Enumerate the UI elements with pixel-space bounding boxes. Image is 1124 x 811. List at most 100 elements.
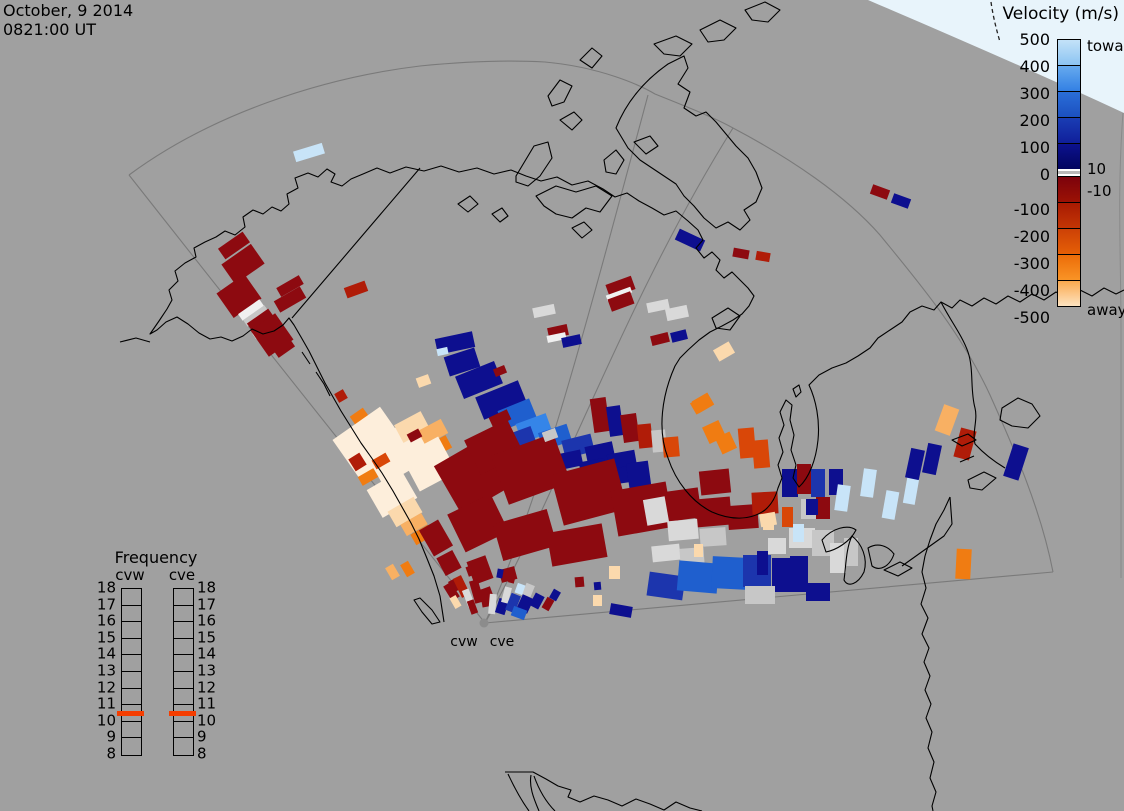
labrador-coast [940, 301, 1006, 469]
velocity-cell [492, 509, 558, 561]
velocity-cell [532, 303, 556, 319]
velocity-cell [272, 338, 296, 358]
velocity-cell [348, 452, 367, 472]
velocity-cell [593, 581, 602, 591]
velocity-cell [469, 579, 484, 604]
velocity-colorbar [1057, 39, 1081, 307]
king-william-island [571, 221, 593, 239]
velocity-cell [510, 605, 528, 621]
velocity-legend-title: Velocity (m/s) [1002, 4, 1119, 24]
velocity-cell [436, 346, 449, 357]
freq-tick-right: 11 [197, 694, 217, 713]
velocity-cell [221, 243, 265, 285]
freq-tick-right: 13 [197, 661, 217, 680]
freq-tick-right: 14 [197, 645, 217, 664]
nova-scotia [959, 455, 997, 491]
freq-label-cve: cve [168, 566, 196, 584]
freq-tick-right: 16 [197, 611, 217, 630]
colorbar-segment [1057, 202, 1081, 229]
date-line: October, 9 2014 [3, 1, 134, 20]
velocity-cell [797, 464, 811, 494]
freq-cell [174, 655, 193, 672]
alaska-border [291, 167, 421, 319]
velocity-cell [620, 413, 640, 443]
velocity-cell [651, 543, 681, 563]
velocity-cell [488, 409, 512, 428]
velocity-cell [790, 556, 808, 592]
colorbar-segment [1057, 280, 1081, 307]
velocity-cell [609, 603, 633, 618]
fov-far-arc [128, 60, 1054, 573]
velocity-cell [664, 304, 690, 322]
map-limb-edge [1119, 112, 1124, 578]
freq-cell [122, 722, 141, 739]
velocity-cell [293, 142, 325, 163]
velocity-cell [699, 527, 727, 547]
velocity-tick: -300 [1013, 253, 1050, 273]
velocity-cell [636, 423, 654, 449]
gs-lower-threshold: -10 [1087, 182, 1112, 200]
velocity-cell [589, 397, 611, 433]
velocity-cell [934, 404, 960, 436]
velocity-cell [646, 571, 686, 601]
freq-marker-cve [169, 710, 196, 716]
velocity-cell [816, 497, 830, 519]
velocity-cell [273, 286, 307, 313]
velocity-cell [492, 365, 508, 377]
velocity-cell [698, 468, 732, 496]
velocity-cell [667, 518, 699, 542]
velocity-tick: -500 [1013, 307, 1050, 327]
radar-site-label-cve: cve [489, 634, 515, 650]
velocity-cell [400, 560, 415, 578]
gs-upper-threshold: 10 [1087, 160, 1107, 178]
velocity-tick: 400 [1019, 56, 1050, 76]
velocity-cell [642, 496, 670, 526]
radar-site-dot [479, 618, 489, 628]
velocity-cell [501, 586, 512, 604]
velocity-cell [550, 458, 628, 526]
velocity-tick: 200 [1019, 110, 1050, 130]
velocity-cell [772, 558, 792, 592]
velocity-tick: 300 [1019, 83, 1050, 103]
velocity-cell [343, 280, 369, 299]
velocity-cell [514, 582, 526, 596]
velocity-cell [806, 583, 830, 601]
velocity-cell [238, 299, 264, 321]
velocity-cell [650, 331, 670, 347]
velocity-tick: 0 [1039, 164, 1050, 184]
colorbar-groundscatter-band [1057, 169, 1081, 177]
velocity-cell [755, 250, 771, 263]
velocity-cell [394, 411, 430, 443]
velocity-cell [1003, 443, 1029, 481]
velocity-cell [646, 298, 670, 314]
velocity-cell [605, 275, 636, 299]
velocity-cell [541, 427, 559, 443]
freq-cell [122, 738, 141, 755]
velocity-cell [806, 499, 818, 515]
velocity-cell [607, 291, 635, 312]
velocity-cell [890, 193, 912, 209]
freq-tick-left: 14 [96, 645, 116, 664]
velocity-cell [609, 566, 620, 579]
velocity-cell [694, 544, 703, 557]
anticosti-island [951, 433, 977, 447]
colorbar-segment [1057, 117, 1081, 144]
velocity-cell [417, 418, 449, 446]
velocity-cell [844, 538, 858, 566]
velocity-cell [491, 433, 571, 505]
hudson-bay-islet [792, 384, 802, 398]
velocity-cell [455, 361, 503, 399]
freq-tick-right: 8 [197, 744, 207, 763]
velocity-cell [727, 503, 759, 531]
freq-cell [174, 606, 193, 623]
velocity-cell [466, 555, 494, 585]
freq-cell [174, 689, 193, 706]
velocity-tick: -400 [1013, 280, 1050, 300]
freq-tick-right: 17 [197, 595, 217, 614]
freq-label-cvw: cvw [115, 566, 145, 584]
velocity-cell [496, 568, 504, 579]
velocity-cell [922, 442, 942, 476]
freq-cell [174, 639, 193, 656]
velocity-cell [334, 389, 348, 403]
velocity-cell [751, 491, 779, 515]
